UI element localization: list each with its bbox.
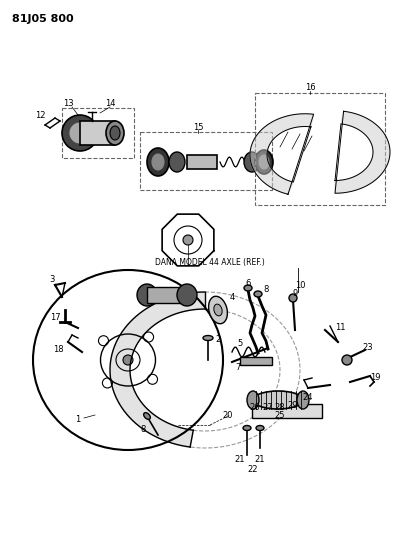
Circle shape — [123, 355, 133, 365]
Text: 27: 27 — [263, 403, 273, 413]
Text: 3: 3 — [49, 276, 55, 285]
Ellipse shape — [209, 296, 227, 324]
Ellipse shape — [297, 391, 309, 409]
Bar — [80, 121, 115, 145]
Text: 18: 18 — [53, 345, 63, 354]
Bar — [255, 93, 385, 205]
Text: 22: 22 — [248, 465, 258, 474]
Text: 1: 1 — [75, 416, 81, 424]
Bar — [147, 287, 187, 303]
Text: 12: 12 — [35, 110, 45, 119]
Ellipse shape — [144, 413, 150, 419]
Text: 29: 29 — [288, 401, 298, 410]
Ellipse shape — [137, 284, 157, 306]
Ellipse shape — [214, 304, 222, 316]
Text: 10: 10 — [295, 281, 305, 290]
Ellipse shape — [147, 148, 169, 176]
Text: 13: 13 — [63, 100, 73, 109]
Circle shape — [342, 355, 352, 365]
Ellipse shape — [254, 291, 262, 297]
Ellipse shape — [256, 425, 264, 431]
Text: 81J05 800: 81J05 800 — [12, 14, 74, 24]
Text: 2: 2 — [215, 335, 221, 344]
Circle shape — [289, 294, 297, 302]
Ellipse shape — [243, 425, 251, 431]
Ellipse shape — [152, 154, 164, 170]
Ellipse shape — [244, 152, 260, 172]
Circle shape — [70, 123, 90, 143]
Ellipse shape — [169, 152, 185, 172]
Circle shape — [183, 235, 193, 245]
Text: 11: 11 — [335, 324, 345, 333]
Text: 6: 6 — [245, 279, 251, 287]
Ellipse shape — [255, 150, 273, 174]
Text: 20: 20 — [223, 410, 233, 419]
Text: 21: 21 — [255, 456, 265, 464]
Text: 26: 26 — [250, 403, 260, 413]
Text: 8: 8 — [263, 286, 269, 295]
Text: 4: 4 — [229, 294, 235, 303]
Polygon shape — [250, 114, 314, 194]
Ellipse shape — [110, 126, 120, 140]
Bar — [252, 404, 322, 418]
Ellipse shape — [247, 391, 259, 409]
Ellipse shape — [259, 155, 269, 169]
Bar — [140, 132, 272, 190]
Text: 14: 14 — [105, 100, 115, 109]
Text: 8: 8 — [140, 425, 146, 434]
Ellipse shape — [253, 391, 303, 409]
Text: DANA MODEL 44 AXLE (REF.): DANA MODEL 44 AXLE (REF.) — [155, 257, 265, 266]
Text: 15: 15 — [193, 123, 203, 132]
Text: 21: 21 — [235, 456, 245, 464]
Ellipse shape — [244, 285, 252, 291]
Polygon shape — [110, 292, 205, 447]
Bar — [187, 155, 217, 169]
Text: 17: 17 — [50, 313, 60, 322]
Text: 25: 25 — [275, 411, 285, 421]
Bar — [240, 357, 272, 365]
Circle shape — [62, 115, 98, 151]
Ellipse shape — [177, 284, 197, 306]
Text: 5: 5 — [237, 338, 243, 348]
Text: 9: 9 — [292, 288, 298, 297]
Text: 24: 24 — [303, 392, 313, 401]
Text: 19: 19 — [370, 373, 380, 382]
Text: 7: 7 — [235, 364, 241, 373]
Ellipse shape — [106, 121, 124, 145]
Text: 28: 28 — [275, 402, 286, 411]
Text: 23: 23 — [363, 343, 373, 352]
Bar — [62, 108, 134, 158]
Polygon shape — [335, 111, 390, 193]
Ellipse shape — [203, 335, 213, 341]
Text: 16: 16 — [305, 84, 315, 93]
